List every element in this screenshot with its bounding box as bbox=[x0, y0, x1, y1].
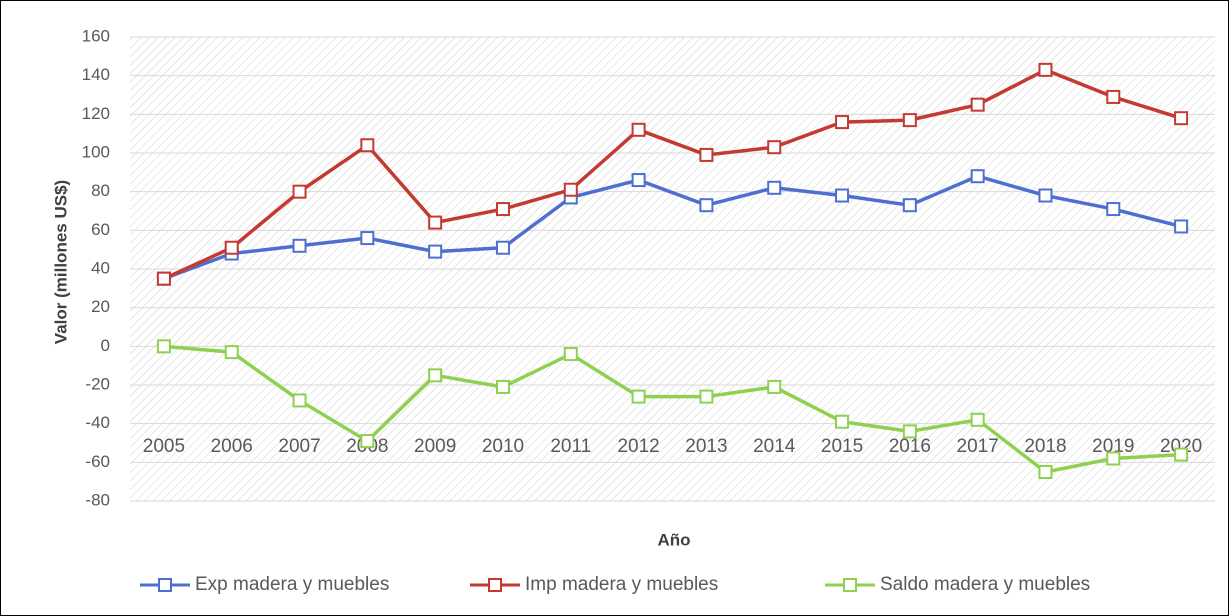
x-tick-label: 2018 bbox=[1024, 436, 1066, 457]
x-tick-label: 2009 bbox=[414, 436, 456, 457]
point-marker bbox=[631, 389, 646, 404]
point-marker bbox=[563, 347, 578, 362]
legend-label: Saldo madera y muebles bbox=[880, 574, 1090, 595]
y-tick-label: 100 bbox=[82, 142, 110, 161]
point-marker bbox=[1038, 188, 1053, 203]
point-marker bbox=[835, 414, 850, 429]
x-tick-label: 2007 bbox=[278, 436, 320, 457]
x-tick-label: 2012 bbox=[617, 436, 659, 457]
point-marker bbox=[224, 345, 239, 360]
y-tick-label: 140 bbox=[82, 65, 110, 84]
y-tick-label: 60 bbox=[91, 220, 110, 239]
y-tick-label: 160 bbox=[82, 26, 110, 45]
point-marker bbox=[292, 393, 307, 408]
point-marker bbox=[970, 97, 985, 112]
legend-swatch-marker bbox=[843, 578, 857, 592]
point-marker bbox=[563, 182, 578, 197]
legend-label: Exp madera y muebles bbox=[195, 574, 389, 595]
x-tick-label: 2017 bbox=[957, 436, 999, 457]
point-marker bbox=[699, 198, 714, 213]
point-marker bbox=[1106, 451, 1121, 466]
point-marker bbox=[631, 122, 646, 137]
y-tick-label: 0 bbox=[101, 336, 110, 355]
point-marker bbox=[1038, 62, 1053, 77]
x-tick-label: 2011 bbox=[550, 436, 591, 457]
y-tick-label: -20 bbox=[85, 374, 110, 393]
point-marker bbox=[1038, 465, 1053, 479]
series-line bbox=[163, 67, 1182, 281]
point-marker bbox=[360, 434, 375, 449]
point-marker bbox=[428, 215, 443, 230]
x-tick-label: 2010 bbox=[482, 436, 524, 457]
y-tick-label: -80 bbox=[85, 490, 110, 509]
point-marker bbox=[631, 173, 646, 188]
point-marker bbox=[156, 271, 171, 286]
point-marker bbox=[292, 238, 307, 253]
point-marker bbox=[292, 184, 307, 199]
x-axis-title: Año bbox=[657, 530, 690, 549]
point-marker bbox=[1174, 111, 1189, 126]
y-tick-label: 40 bbox=[91, 258, 110, 277]
point-marker bbox=[1106, 89, 1121, 104]
point-marker bbox=[970, 169, 985, 184]
point-marker bbox=[902, 198, 917, 213]
series-line bbox=[163, 174, 1182, 281]
series-line bbox=[163, 344, 1182, 474]
x-tick-label: 2019 bbox=[1092, 436, 1134, 457]
point-marker bbox=[428, 244, 443, 259]
point-marker bbox=[360, 231, 375, 246]
point-marker bbox=[699, 389, 714, 404]
point-marker bbox=[360, 138, 375, 153]
legend-swatch-marker bbox=[488, 578, 502, 592]
legend-label: Imp madera y muebles bbox=[525, 574, 718, 595]
point-marker bbox=[1106, 202, 1121, 217]
x-tick-label: 2016 bbox=[889, 436, 931, 457]
y-tick-label: -40 bbox=[85, 413, 110, 432]
point-marker bbox=[156, 339, 171, 354]
point-marker bbox=[902, 424, 917, 439]
point-marker bbox=[902, 113, 917, 128]
point-marker bbox=[970, 412, 985, 427]
legend-swatch-marker bbox=[158, 578, 172, 592]
y-axis-title: Valor (millones US$) bbox=[51, 180, 70, 344]
point-marker bbox=[835, 188, 850, 203]
y-tick-label: 20 bbox=[91, 297, 110, 316]
point-marker bbox=[1174, 447, 1189, 462]
point-marker bbox=[1174, 219, 1189, 234]
point-marker bbox=[699, 147, 714, 162]
x-tick-label: 2014 bbox=[753, 436, 796, 457]
point-marker bbox=[224, 240, 239, 255]
x-tick-label: 2006 bbox=[211, 436, 253, 457]
x-tick-label: 2005 bbox=[143, 436, 185, 457]
point-marker bbox=[767, 140, 782, 155]
x-tick-label: 2020 bbox=[1160, 436, 1202, 457]
point-marker bbox=[495, 379, 510, 394]
y-tick-label: -60 bbox=[85, 452, 110, 471]
point-marker bbox=[835, 115, 850, 130]
point-marker bbox=[428, 368, 443, 383]
point-marker bbox=[495, 240, 510, 255]
y-tick-label: 80 bbox=[91, 181, 110, 200]
point-marker bbox=[767, 379, 782, 394]
point-marker bbox=[495, 202, 510, 217]
y-tick-label: 120 bbox=[82, 104, 110, 123]
point-marker bbox=[767, 180, 782, 195]
x-tick-label: 2015 bbox=[821, 436, 863, 457]
x-tick-label: 2013 bbox=[685, 436, 727, 457]
